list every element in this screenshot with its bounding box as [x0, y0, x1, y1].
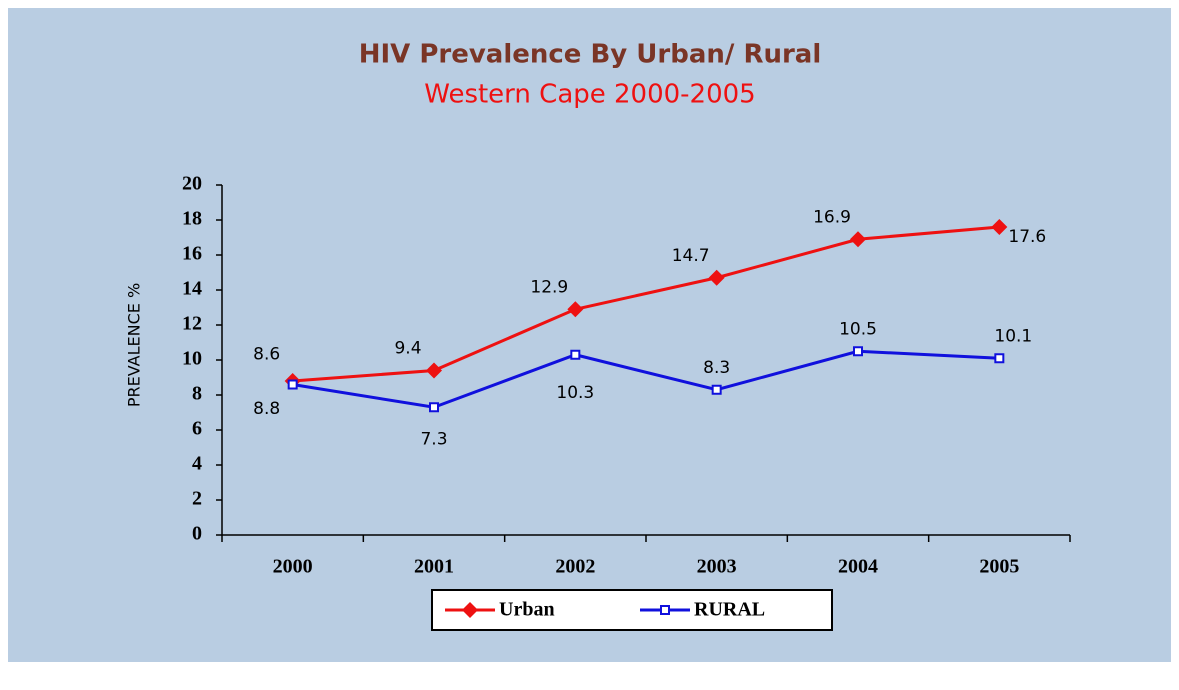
data-label: 9.4 — [394, 339, 421, 359]
x-tick-label: 2000 — [273, 556, 313, 578]
chart-subtitle: Western Cape 2000-2005 — [424, 80, 755, 110]
legend-marker — [462, 602, 478, 618]
x-tick-label: 2001 — [414, 556, 454, 578]
legend-label: RURAL — [694, 599, 765, 621]
y-tick-label: 2 — [192, 488, 202, 510]
y-axis-label: PREVALENCE % — [125, 283, 144, 407]
point — [853, 346, 863, 357]
data-label: 12.9 — [530, 277, 568, 297]
point — [429, 402, 439, 413]
point — [991, 219, 1008, 235]
x-tick-label: 2002 — [555, 556, 595, 578]
point — [708, 269, 725, 286]
y-tick-label: 18 — [182, 208, 202, 230]
data-label: 8.3 — [703, 358, 730, 378]
x-tick-label: 2005 — [979, 556, 1019, 578]
y-tick-label: 6 — [192, 418, 202, 440]
data-label: 8.8 — [253, 399, 280, 419]
data-label: 7.3 — [420, 429, 447, 449]
y-tick-label: 8 — [192, 383, 202, 405]
y-tick-label: 14 — [182, 278, 202, 300]
data-label: 14.7 — [672, 246, 710, 266]
legend — [431, 589, 833, 631]
point — [994, 353, 1005, 364]
data-label: 10.3 — [556, 383, 594, 403]
data-label: 17.6 — [1008, 227, 1046, 247]
legend-marker — [660, 605, 670, 615]
point — [567, 301, 584, 318]
data-label: 10.1 — [994, 326, 1032, 346]
data-label: 16.9 — [813, 207, 851, 227]
series-line — [292, 225, 1000, 383]
point — [426, 362, 442, 379]
series-line — [292, 349, 1000, 409]
y-tick-label: 20 — [182, 173, 202, 195]
y-tick-label: 16 — [182, 243, 202, 265]
point — [287, 379, 298, 390]
x-tick-label: 2003 — [697, 556, 737, 578]
y-tick-label: 10 — [182, 348, 202, 370]
data-label: 8.6 — [253, 345, 280, 365]
data-label: 10.5 — [839, 319, 877, 339]
chart-title: HIV Prevalence By Urban/ Rural — [359, 40, 822, 70]
chart-background — [8, 8, 1171, 662]
y-tick-label: 4 — [192, 453, 202, 475]
point — [711, 384, 722, 395]
y-tick-label: 12 — [182, 313, 202, 335]
legend-label: Urban — [499, 599, 555, 621]
point — [570, 349, 581, 360]
point — [850, 231, 866, 248]
x-tick-label: 2004 — [838, 556, 878, 578]
y-tick-label: 0 — [192, 523, 202, 545]
